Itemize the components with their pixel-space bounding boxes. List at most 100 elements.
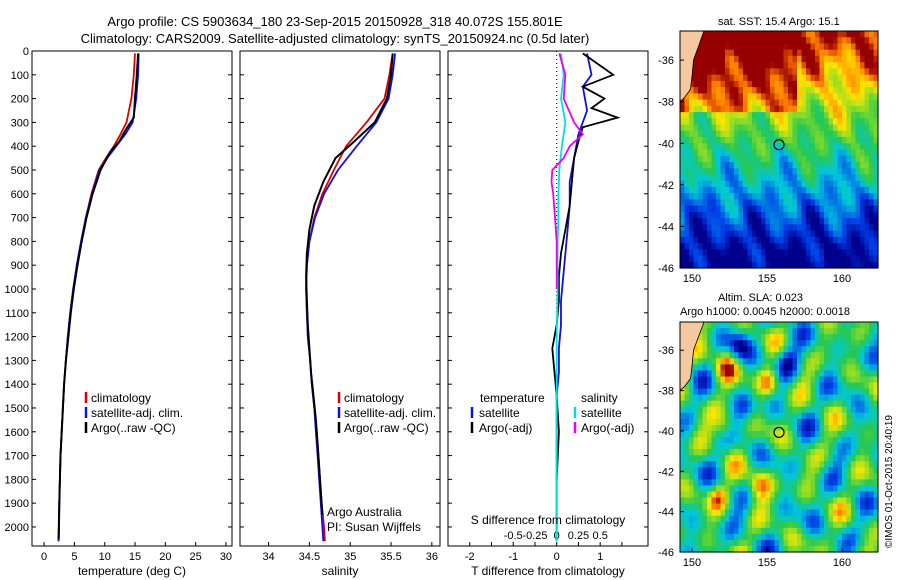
map-cell: [837, 224, 843, 232]
map-cell: [680, 515, 686, 523]
map-cell: [833, 93, 839, 101]
map-cell: [707, 346, 713, 353]
map-cell: [680, 118, 686, 126]
map-cell: [806, 87, 812, 94]
map-cell: [792, 211, 798, 219]
map-cell: [725, 99, 731, 107]
map-cell: [806, 406, 812, 414]
map-cell: [693, 118, 699, 126]
map-cell: [747, 322, 753, 329]
map-cell: [860, 394, 866, 402]
map-cell: [770, 358, 776, 365]
map-cell: [725, 527, 731, 535]
map-cell: [761, 112, 767, 119]
map-cell: [801, 137, 807, 144]
map-cell: [680, 112, 686, 119]
map-cell: [815, 394, 821, 402]
map-cell: [801, 261, 807, 269]
map-cell: [752, 186, 758, 194]
map-cell: [765, 112, 771, 119]
map-cell: [779, 168, 785, 175]
map-cell: [747, 180, 753, 188]
x-tick-label: 34: [262, 551, 274, 563]
map-cell: [846, 137, 852, 144]
map-cell: [747, 55, 753, 63]
map-cell: [743, 31, 749, 38]
map-cell: [860, 539, 866, 547]
map-cell: [720, 485, 726, 493]
map-cell: [783, 174, 789, 182]
map-cell: [815, 412, 821, 420]
map-cell: [783, 31, 789, 38]
legend-label-s-argo: Argo(-adj): [581, 421, 634, 435]
map-cell: [824, 168, 830, 175]
map-cell: [774, 334, 780, 341]
map-cell: [869, 376, 875, 384]
map-cell: [761, 443, 767, 450]
map-cell: [752, 143, 758, 151]
map-cell: [788, 491, 794, 499]
map-cell: [846, 205, 852, 213]
map-cell: [698, 74, 704, 82]
map-cell: [855, 430, 861, 438]
map-cell: [797, 322, 803, 329]
map-cell: [761, 455, 767, 462]
map-cell: [747, 521, 753, 529]
map-cell: [716, 328, 722, 335]
map-cell: [684, 93, 690, 101]
map-cell: [855, 364, 861, 372]
map-cell: [833, 199, 839, 207]
map-cell: [828, 340, 834, 347]
map-cell: [738, 99, 744, 107]
map-cell: [702, 49, 708, 57]
map-cell: [864, 143, 870, 151]
map-cell: [747, 99, 753, 107]
map-cell: [738, 74, 744, 82]
map-cell: [774, 80, 780, 88]
map-cell: [788, 346, 794, 353]
map-cell: [693, 205, 699, 213]
map-cell: [707, 137, 713, 144]
map-cell: [860, 406, 866, 414]
map-cell: [828, 455, 834, 462]
series-argo-adj--line: [551, 52, 621, 480]
map-cell: [770, 370, 776, 378]
map-cell: [765, 130, 771, 138]
map-cell: [860, 199, 866, 207]
map-cell: [801, 31, 807, 38]
map-cell: [815, 491, 821, 499]
map-cell: [716, 334, 722, 341]
map-cell: [765, 328, 771, 335]
map-cell: [698, 199, 704, 207]
map-cell: [743, 243, 749, 250]
y-tick-label: 300: [11, 117, 29, 129]
map-cell: [734, 473, 740, 480]
map-cell: [689, 155, 695, 163]
map-cell: [824, 346, 830, 353]
map-cell: [792, 137, 798, 144]
map-cell: [765, 43, 771, 51]
map-cell: [770, 503, 776, 511]
map-cell: [842, 334, 848, 341]
map-cell: [869, 174, 875, 182]
map-cell: [819, 455, 825, 462]
map-cell: [855, 346, 861, 353]
map-cell: [869, 74, 875, 82]
map-cell: [720, 130, 726, 138]
map-cell: [720, 461, 726, 468]
map-cell: [716, 205, 722, 213]
map-cell: [801, 388, 807, 396]
map-cell: [734, 199, 740, 207]
map-cell: [815, 485, 821, 493]
map-cell: [684, 137, 690, 144]
map-cell: [819, 406, 825, 414]
map-cell: [792, 430, 798, 438]
map-cell: [752, 37, 758, 44]
map-cell: [797, 211, 803, 219]
map-cell: [815, 149, 821, 157]
map-cell: [792, 31, 798, 38]
map-cell: [810, 261, 816, 269]
map-cell: [738, 124, 744, 132]
map-cell: [702, 539, 708, 547]
